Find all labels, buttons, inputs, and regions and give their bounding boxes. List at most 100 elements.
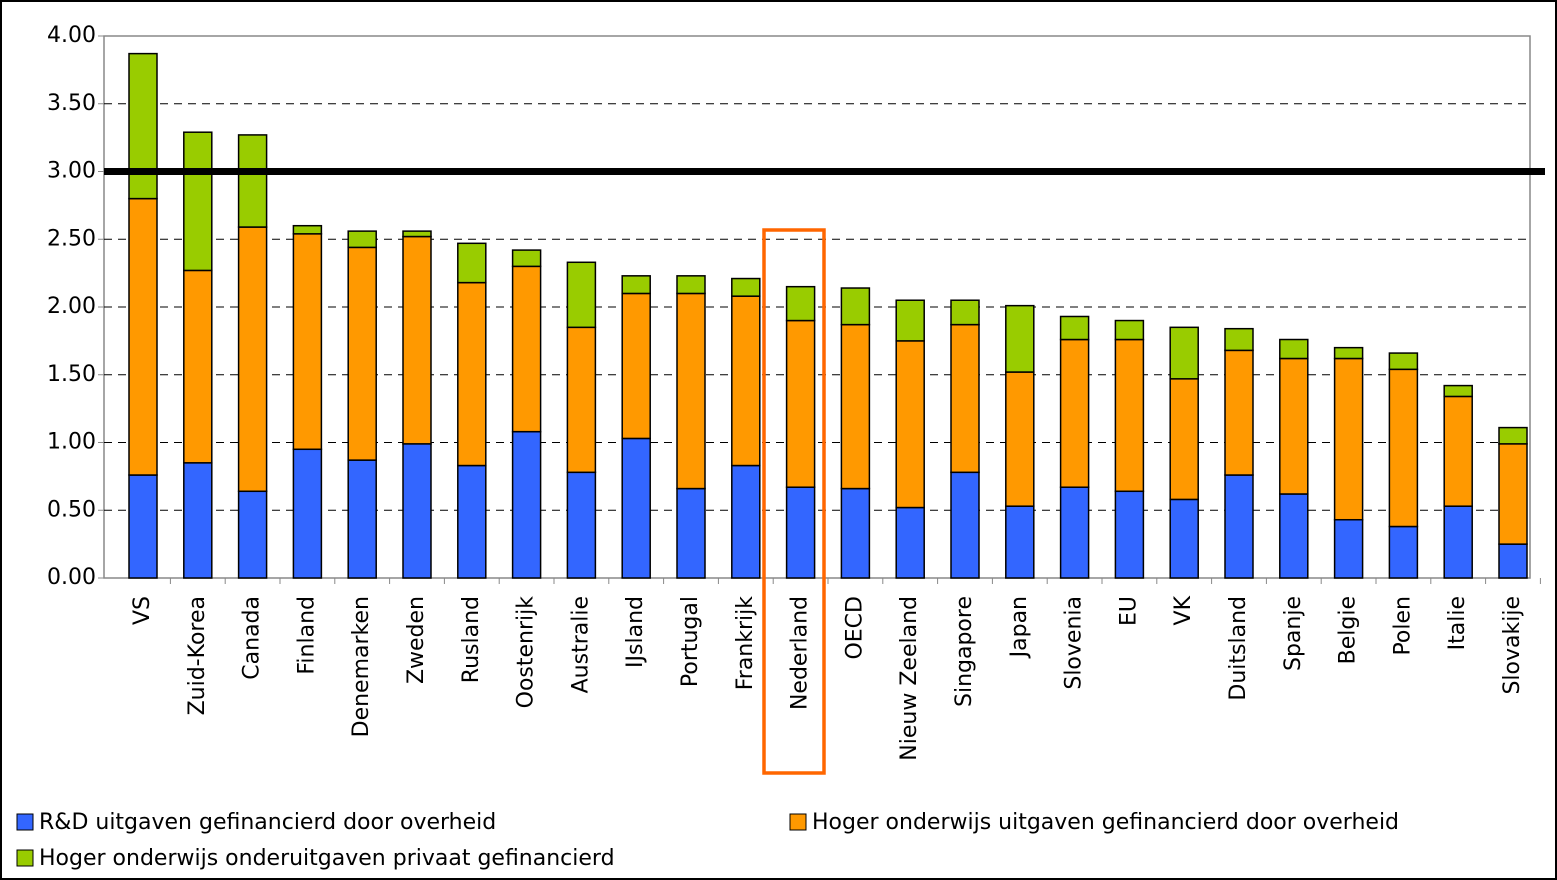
bar-segment: [511, 265, 542, 433]
x-tick-label: Slovakije: [1500, 596, 1525, 695]
bar-segment: [621, 275, 651, 295]
legend-swatch: [16, 849, 34, 867]
x-tick-label: Canada: [240, 596, 265, 680]
bar-segment: [950, 299, 980, 326]
bar-segment: [183, 131, 213, 272]
bar-segment: [457, 242, 487, 284]
bar-segment: [950, 323, 980, 474]
bar-segment: [840, 323, 871, 490]
x-tick-label: Polen: [1390, 596, 1415, 656]
bar-segment: [1114, 319, 1145, 341]
legend-swatch: [16, 813, 34, 831]
x-tick-label: Japan: [1007, 596, 1032, 659]
bar-segment: [785, 319, 816, 488]
x-tick-label: Duitsland: [1226, 596, 1251, 701]
bar-segment: [128, 474, 158, 579]
bar-segment: [1443, 395, 1473, 507]
bar-segment: [1279, 357, 1309, 495]
bar-segment: [402, 230, 432, 238]
x-tick-label: Belgie: [1336, 596, 1361, 664]
bar-segment: [457, 464, 487, 579]
bar-segment: [731, 295, 761, 467]
y-tick-label: 3.50: [47, 91, 96, 116]
bar-segment: [621, 437, 651, 579]
bar-segment: [237, 226, 268, 493]
bar-segment: [785, 486, 816, 579]
bar-segment: [895, 340, 925, 509]
bar-segment: [840, 287, 871, 326]
bar-segment: [731, 277, 761, 297]
bar-segment: [347, 459, 377, 579]
bar-segment: [347, 230, 377, 249]
bar-segment: [1169, 326, 1199, 380]
x-tick-label: OECD: [842, 596, 867, 660]
bar-segment: [566, 261, 597, 329]
bar-segment: [237, 490, 268, 579]
x-tick-label: Zweden: [404, 596, 429, 684]
x-tick-label: IJsland: [623, 596, 648, 668]
bars: [128, 52, 1528, 579]
x-tick-label: Oostenrijk: [514, 596, 539, 709]
bar-segment: [785, 285, 816, 322]
bar-segment: [1169, 378, 1199, 501]
bar-segment: [347, 246, 377, 461]
bar-segment: [676, 487, 706, 579]
bar-segment: [1498, 443, 1528, 545]
bar-segment: [676, 275, 706, 295]
x-tick-label: Rusland: [459, 596, 484, 683]
bar-segment: [1333, 346, 1364, 360]
y-tick-label: 4.00: [47, 23, 96, 48]
y-tick-label: 1.00: [47, 430, 96, 455]
y-tick-label: 0.50: [47, 497, 96, 522]
x-tick-label: Spanje: [1281, 596, 1306, 671]
legend-label: Hoger onderwijs onderuitgaven privaat ge…: [39, 846, 615, 871]
bar-segment: [457, 281, 487, 467]
y-tick-label: 0.00: [47, 565, 96, 590]
bar-segment: [1333, 518, 1364, 579]
x-tick-label: VK: [1171, 595, 1196, 625]
x-tick-label: Nieuw Zeeland: [897, 596, 922, 761]
bar-segment: [402, 443, 432, 579]
y-tick-label: 2.00: [47, 294, 96, 319]
bar-segment: [1443, 505, 1473, 579]
bar-segment: [895, 506, 925, 579]
x-tick-label: Nederland: [788, 596, 813, 710]
x-tick-label: VS: [130, 596, 155, 625]
x-tick-label: Slovenia: [1062, 596, 1087, 690]
bar-segment: [895, 299, 925, 342]
bar-segment: [731, 464, 761, 579]
bar-segment: [1224, 474, 1254, 579]
bar-segment: [566, 471, 597, 579]
x-tick-label: Denemarken: [349, 596, 374, 737]
bar-segment: [237, 134, 268, 228]
legend-label: Hoger onderwijs uitgaven gefinancierd do…: [812, 810, 1399, 835]
x-tick-label: Frankrijk: [733, 596, 758, 691]
bar-segment: [511, 430, 542, 579]
bar-segment: [1114, 490, 1145, 579]
labels: 0.00 0.50 1.00 1.50 2.00 2.50 3.00 3.50 4.00 VS Zu…: [16, 23, 1525, 871]
bar-segment: [1388, 525, 1419, 579]
bar-segment: [183, 269, 213, 464]
bar-segment: [1005, 304, 1035, 373]
bar-segment: [1279, 493, 1309, 579]
bar-segment: [1224, 349, 1254, 476]
bar-segment: [292, 224, 323, 235]
bar-segment: [840, 487, 871, 579]
bar-segment: [292, 233, 323, 451]
grid: [98, 35, 1541, 584]
x-tick-label: Italie: [1445, 596, 1470, 650]
x-tick-label: Zuid-Korea: [185, 596, 210, 715]
bar-segment: [1388, 352, 1419, 371]
bar-segment: [1005, 371, 1035, 507]
x-tick-label: Singapore: [952, 596, 977, 707]
bar-segment: [1498, 426, 1528, 445]
bar-segment: [566, 326, 597, 474]
y-tick-label: 2.50: [47, 226, 96, 251]
legend-swatch: [789, 813, 807, 831]
bar-segment: [676, 292, 706, 490]
bar-segment: [1005, 505, 1035, 579]
y-tick-label: 1.50: [47, 362, 96, 387]
bar-segment: [1279, 338, 1309, 360]
